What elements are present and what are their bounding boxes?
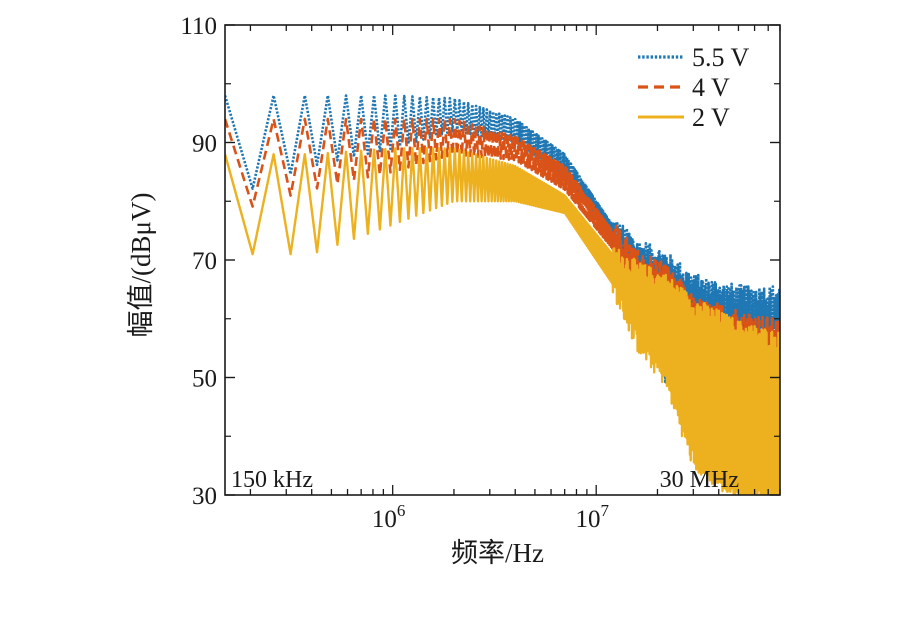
x-tick-exponent: 6 bbox=[397, 501, 406, 520]
y-tick-label: 70 bbox=[192, 248, 217, 275]
y-tick-label: 110 bbox=[180, 13, 217, 40]
legend: 5.5 V4 V2 V bbox=[638, 43, 750, 132]
text-layer: 频率/Hz 幅值/(dBμV) 150 kHz 30 MHz bbox=[126, 193, 739, 568]
legend-label: 4 V bbox=[692, 73, 730, 102]
annotation-150khz: 150 kHz bbox=[231, 467, 313, 493]
y-tick-label: 30 bbox=[192, 483, 217, 510]
x-tick-label: 107 bbox=[575, 501, 609, 533]
x-axis-title: 频率/Hz bbox=[451, 538, 544, 568]
plot-clip-group bbox=[225, 94, 780, 495]
legend-label: 2 V bbox=[692, 103, 730, 132]
x-tick-exponent: 7 bbox=[600, 501, 609, 520]
y-axis-title: 幅值/(dBμV) bbox=[126, 193, 156, 338]
series-line-2VV bbox=[225, 147, 780, 495]
y-tick-label: 50 bbox=[192, 366, 217, 393]
annotation-30mhz: 30 MHz bbox=[660, 467, 739, 493]
x-tick-base: 10 bbox=[372, 506, 397, 533]
legend-label: 5.5 V bbox=[692, 43, 750, 72]
plot-layer bbox=[225, 94, 780, 495]
x-tick-base: 10 bbox=[575, 506, 600, 533]
x-tick-label: 106 bbox=[372, 501, 406, 533]
y-tick-label: 90 bbox=[192, 131, 217, 158]
